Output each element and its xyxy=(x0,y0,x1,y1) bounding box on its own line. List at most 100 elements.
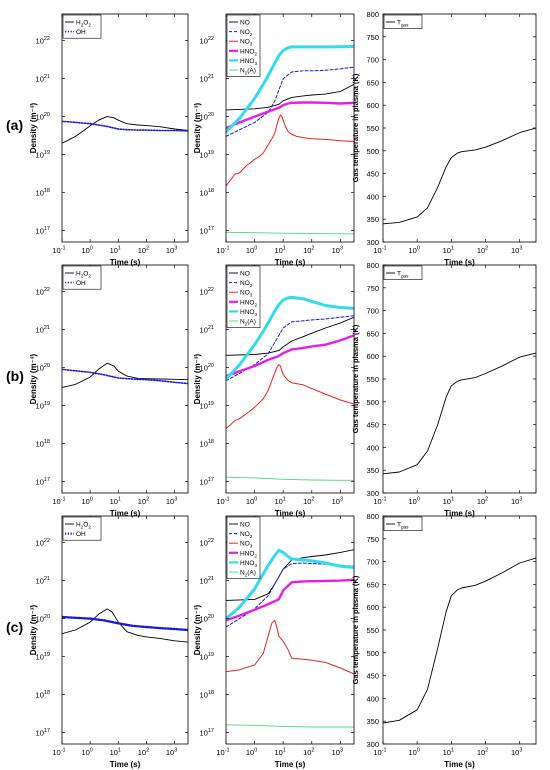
x-tick-base: 10 xyxy=(477,246,485,255)
legend-text: H xyxy=(76,522,81,529)
x-tick-label: 102 xyxy=(477,246,488,256)
legend-label-n2a: N2(A) xyxy=(240,319,256,327)
series-group xyxy=(226,295,354,481)
y-tick-label: 500 xyxy=(366,398,379,407)
y-tick-exp: 17 xyxy=(208,728,214,734)
y-tick-base: 10 xyxy=(200,75,208,84)
y-tick-label: 400 xyxy=(366,443,379,452)
legend-subscript: 2 xyxy=(81,23,84,28)
x-tick-exp: 1 xyxy=(451,748,454,754)
axes-box xyxy=(382,13,537,243)
legend-subscript: 2 xyxy=(254,302,257,307)
y-tick-exp: 20 xyxy=(44,614,50,620)
legend-label-no2: NO2 xyxy=(240,531,253,539)
x-tick-label: 100 xyxy=(246,748,257,758)
x-tick-exp: -1 xyxy=(61,497,66,503)
x-tick-exp: 3 xyxy=(519,497,522,503)
y-tick-exp: 19 xyxy=(208,150,214,156)
y-tick-label: 600 xyxy=(366,352,379,361)
x-tick-label: 103 xyxy=(166,246,177,256)
legend-text: HNO xyxy=(240,58,254,65)
legend-text: T xyxy=(397,522,401,529)
series-line-oh xyxy=(62,120,188,132)
x-tick-label: 101 xyxy=(274,497,285,507)
x-tick-base: 10 xyxy=(408,748,416,757)
y-axis-label: Density (m⁻³) xyxy=(29,604,38,655)
legend-text: (A) xyxy=(247,68,256,75)
x-tick-exp: 0 xyxy=(254,497,257,503)
y-tick-label: 1018 xyxy=(36,690,50,700)
legend-label-no: NO xyxy=(240,522,250,529)
x-axis-label: Time (s) xyxy=(110,258,141,267)
axes-box xyxy=(61,515,189,745)
x-tick-label: 101 xyxy=(443,246,454,256)
legend-subscript: 2 xyxy=(254,553,257,558)
x-tick-base: 10 xyxy=(274,748,282,757)
x-tick-base: 10 xyxy=(216,497,224,506)
x-tick-base: 10 xyxy=(303,246,311,255)
y-tick-exp: 18 xyxy=(44,690,50,696)
series-group xyxy=(62,608,188,643)
y-tick-exp: 20 xyxy=(44,363,50,369)
y-tick-base: 10 xyxy=(36,326,44,335)
x-tick-label: 100 xyxy=(408,748,419,758)
y-tick-label: 450 xyxy=(366,421,379,430)
y-tick-label: 350 xyxy=(366,215,379,224)
x-tick-base: 10 xyxy=(138,748,146,757)
x-tick-label: 102 xyxy=(303,497,314,507)
legend-label-no3: NO3 xyxy=(240,39,253,47)
x-tick-label: 100 xyxy=(408,497,419,507)
x-tick-label: 103 xyxy=(511,748,522,758)
y-tick-label: 700 xyxy=(366,558,379,567)
x-tick-exp: -1 xyxy=(225,497,230,503)
x-tick-base: 10 xyxy=(332,748,340,757)
y-tick-label: 1022 xyxy=(36,538,50,548)
y-tick-label: 1021 xyxy=(36,74,50,84)
x-tick-exp: 0 xyxy=(417,246,420,252)
series-line-no xyxy=(226,83,354,111)
axes-box xyxy=(225,515,355,745)
x-tick-label: 102 xyxy=(138,246,149,256)
x-tick-label: 102 xyxy=(303,246,314,256)
x-tick-label: 10-1 xyxy=(52,748,65,758)
y-tick-exp: 20 xyxy=(44,112,50,118)
y-tick-label: 700 xyxy=(366,307,379,316)
x-tick-exp: -1 xyxy=(382,748,387,754)
y-tick-exp: 21 xyxy=(208,74,214,80)
axes-box xyxy=(61,264,189,494)
x-tick-base: 10 xyxy=(408,246,416,255)
y-tick-base: 10 xyxy=(200,478,208,487)
y-tick-base: 10 xyxy=(36,440,44,449)
x-axis-label: Time (s) xyxy=(275,258,306,267)
legend-text: O xyxy=(83,20,88,27)
y-tick-label: 1022 xyxy=(200,36,214,46)
y-tick-label: 800 xyxy=(366,261,379,270)
x-tick-label: 100 xyxy=(81,497,92,507)
x-tick-exp: 1 xyxy=(118,748,121,754)
x-tick-label: 100 xyxy=(81,748,92,758)
x-tick-base: 10 xyxy=(274,246,282,255)
x-tick-exp: -1 xyxy=(225,748,230,754)
y-tick-base: 10 xyxy=(36,729,44,738)
legend-box xyxy=(62,265,102,290)
y-tick-exp: 21 xyxy=(44,325,50,331)
legend-text: NO xyxy=(240,531,250,538)
y-tick-exp: 18 xyxy=(208,439,214,445)
y-tick-label: 600 xyxy=(366,603,379,612)
series-line-h2o2 xyxy=(62,362,188,388)
y-tick-label: 1021 xyxy=(36,576,50,586)
x-tick-exp: 0 xyxy=(90,748,93,754)
legend-text: HNO xyxy=(240,299,254,306)
y-tick-exp: 17 xyxy=(44,226,50,232)
y-tick-base: 10 xyxy=(200,189,208,198)
series-line-no xyxy=(226,316,354,356)
y-tick-exp: 21 xyxy=(44,576,50,582)
x-tick-label: 103 xyxy=(332,497,343,507)
